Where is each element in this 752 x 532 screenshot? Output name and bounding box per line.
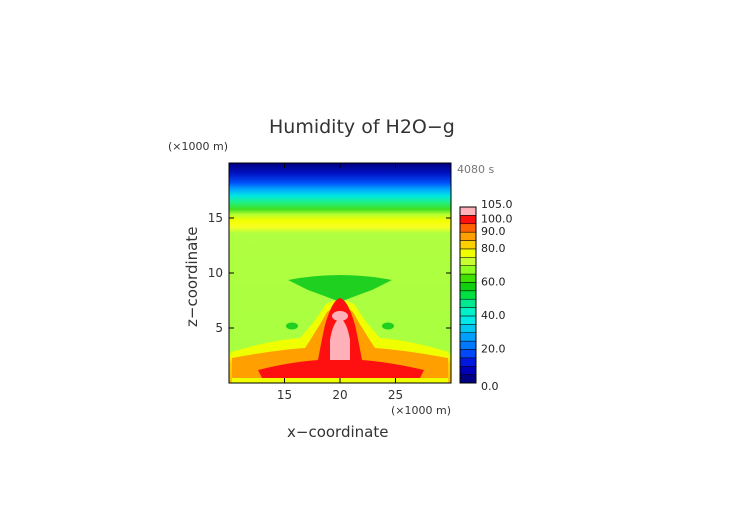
colorbar-level: [459, 332, 477, 342]
colorbar-level: [459, 357, 477, 367]
colorbar-level: [459, 257, 477, 266]
time-label: 4080 s: [457, 163, 494, 176]
colorbar-tick-label: 105.0: [481, 198, 513, 211]
colorbar-level: [459, 365, 477, 375]
y-axis: 5 10 15: [208, 211, 451, 335]
x-axis-label: x−coordinate: [287, 423, 388, 441]
colorbar-tick-label: 80.0: [481, 242, 506, 255]
anvil-region: [288, 275, 392, 302]
colorbar-level: [459, 240, 477, 250]
colorbar-tick-label: 90.0: [481, 225, 506, 238]
colorbar-level: [459, 324, 477, 333]
colorbar-level: [459, 223, 477, 233]
colorbar-tick-label: 40.0: [481, 309, 506, 322]
y-axis-label: z−coordinate: [183, 227, 201, 327]
colorbar-level: [459, 265, 477, 275]
colorbar-level: [459, 340, 477, 350]
green-blob-right: [382, 322, 394, 330]
colorbar-level: [459, 248, 477, 258]
chart-title: Humidity of H2O−g: [269, 116, 455, 138]
pink-core: [330, 318, 350, 360]
colorbar-tick-label: 0.0: [481, 380, 499, 393]
pink-top: [332, 311, 348, 321]
heatmap-field: [229, 163, 451, 383]
x-unit-label: (×1000 m): [391, 404, 451, 417]
x-tick-label: 15: [277, 388, 292, 402]
colorbar-frame: [459, 206, 477, 384]
y-tick-label: 10: [208, 266, 223, 280]
colorbar-overflow: [459, 206, 477, 216]
colorbar-level: [459, 374, 477, 384]
y-unit-label: (×1000 m): [168, 140, 228, 153]
colorbar-level: [459, 282, 477, 292]
colorbar-level: [459, 273, 477, 283]
colorbar: [459, 206, 477, 384]
x-tick-label: 20: [332, 388, 347, 402]
colorbar-tick-label: 60.0: [481, 275, 506, 288]
x-axis: 15 20 25: [277, 163, 403, 402]
colorbar-level: [459, 307, 477, 317]
colorbar-level: [459, 298, 477, 308]
y-tick-label: 5: [215, 321, 223, 335]
y-tick-label: 15: [208, 211, 223, 225]
colorbar-tick-label: 20.0: [481, 342, 506, 355]
x-tick-label: 25: [388, 388, 403, 402]
colorbar-level: [459, 290, 477, 300]
colorbar-tick-label: 100.0: [481, 212, 513, 225]
colorbar-level: [459, 215, 477, 225]
colorbar-level: [459, 315, 477, 325]
green-blob-left: [286, 322, 298, 330]
colorbar-level: [459, 349, 477, 359]
colorbar-level: [459, 231, 477, 241]
